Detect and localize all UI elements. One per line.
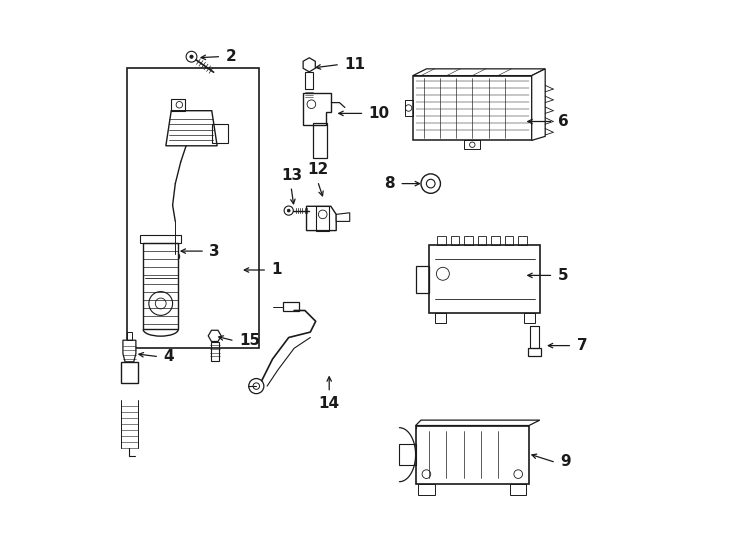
Polygon shape — [143, 243, 178, 329]
Bar — [478, 235, 486, 245]
Text: 12: 12 — [308, 162, 329, 177]
Bar — [404, 100, 413, 116]
Bar — [464, 140, 480, 148]
Bar — [510, 484, 526, 495]
Polygon shape — [303, 93, 331, 125]
Text: 6: 6 — [558, 114, 568, 129]
Bar — [528, 348, 541, 356]
Polygon shape — [413, 76, 531, 140]
Bar — [313, 123, 327, 158]
Polygon shape — [415, 420, 539, 426]
Text: 4: 4 — [164, 349, 174, 364]
Polygon shape — [166, 111, 217, 146]
Bar — [171, 99, 185, 111]
Bar — [465, 235, 473, 245]
Bar — [435, 313, 446, 322]
Circle shape — [190, 55, 193, 58]
Polygon shape — [123, 340, 136, 362]
Polygon shape — [413, 69, 545, 76]
Polygon shape — [531, 69, 545, 140]
Bar — [305, 72, 313, 89]
Bar — [505, 235, 513, 245]
Text: 14: 14 — [319, 396, 340, 411]
Polygon shape — [303, 58, 316, 72]
Bar — [418, 484, 435, 495]
Text: 15: 15 — [239, 333, 260, 348]
Bar — [127, 68, 259, 348]
Bar — [283, 302, 299, 310]
Bar — [416, 266, 429, 293]
Bar — [140, 235, 181, 243]
Bar — [211, 124, 228, 143]
Text: 11: 11 — [344, 57, 366, 72]
Text: 8: 8 — [385, 176, 395, 191]
Bar — [518, 235, 526, 245]
Bar — [524, 313, 534, 322]
Text: 9: 9 — [560, 454, 571, 469]
Text: 5: 5 — [558, 268, 568, 283]
Polygon shape — [336, 213, 349, 221]
Bar — [316, 206, 330, 231]
Polygon shape — [307, 206, 336, 231]
Text: 7: 7 — [576, 338, 587, 353]
Bar — [127, 332, 132, 340]
Text: 1: 1 — [272, 262, 282, 278]
Bar — [415, 426, 529, 484]
Bar — [451, 235, 459, 245]
Text: 13: 13 — [281, 167, 302, 183]
Bar — [492, 235, 500, 245]
Circle shape — [287, 209, 290, 212]
Bar — [211, 342, 219, 361]
Text: 3: 3 — [209, 244, 220, 259]
Bar — [437, 235, 446, 245]
Bar — [121, 362, 138, 383]
Text: 2: 2 — [225, 49, 236, 64]
Bar — [429, 245, 540, 313]
Text: 10: 10 — [368, 106, 390, 121]
Polygon shape — [208, 330, 221, 341]
